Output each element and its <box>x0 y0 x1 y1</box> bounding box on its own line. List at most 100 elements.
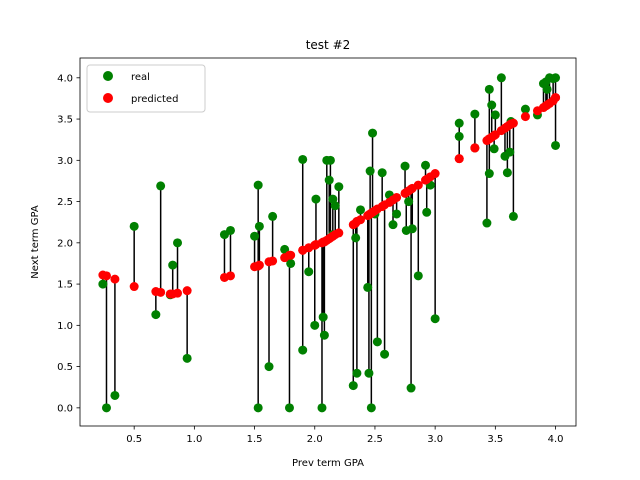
real-point <box>351 233 361 243</box>
y-tick-label: 3.0 <box>57 156 73 167</box>
real-point <box>156 181 166 191</box>
residual-lines <box>102 77 557 408</box>
real-point <box>250 231 260 241</box>
real-point <box>372 337 382 347</box>
predicted-point <box>392 192 402 202</box>
predicted-point <box>454 154 464 164</box>
real-point <box>311 194 321 204</box>
real-point <box>356 205 366 215</box>
real-point <box>413 271 423 281</box>
series-predicted-points <box>98 93 561 299</box>
predicted-point <box>225 271 235 281</box>
real-point <box>284 403 294 413</box>
real-point <box>352 368 362 378</box>
real-point <box>225 225 235 235</box>
x-axis-ticks: 0.5 1.0 1.5 2.0 2.5 3.0 3.5 4.0 <box>126 426 563 445</box>
real-point <box>377 168 387 178</box>
real-point <box>98 279 108 289</box>
real-point <box>253 180 263 190</box>
real-point <box>400 161 410 171</box>
real-point <box>168 260 178 270</box>
real-point <box>520 104 530 114</box>
real-point <box>542 84 552 94</box>
x-tick-label: 2.0 <box>307 434 323 445</box>
real-point <box>484 169 494 179</box>
x-tick-label: 1.5 <box>247 434 263 445</box>
real-point <box>406 383 416 393</box>
predicted-point <box>334 228 344 238</box>
real-point <box>298 345 308 355</box>
real-point <box>253 403 263 413</box>
real-point <box>505 147 515 157</box>
y-axis-ticks: 0.0 0.5 1.0 1.5 2.0 2.5 3.0 3.5 4.0 <box>57 73 80 414</box>
predicted-point <box>520 112 530 122</box>
x-tick-label: 3.5 <box>487 434 503 445</box>
x-tick-label: 2.5 <box>367 434 383 445</box>
real-point <box>304 267 314 277</box>
real-point <box>421 160 431 170</box>
x-tick-label: 1.0 <box>186 434 202 445</box>
real-point <box>363 282 373 292</box>
y-tick-label: 3.5 <box>57 115 73 126</box>
predicted-point <box>286 250 296 260</box>
plot-frame <box>79 57 577 427</box>
real-point <box>430 314 440 324</box>
legend-box <box>86 64 206 113</box>
real-point <box>330 201 340 211</box>
real-point <box>348 381 358 391</box>
y-tick-label: 0.0 <box>57 403 73 414</box>
y-tick-label: 4.0 <box>57 73 73 84</box>
real-point <box>487 100 497 110</box>
real-point <box>407 224 417 234</box>
y-tick-label: 2.5 <box>57 197 73 208</box>
predicted-point <box>129 282 139 292</box>
y-tick-label: 2.0 <box>57 238 73 249</box>
predicted-point <box>173 288 183 298</box>
y-axis-label: Next term GPA <box>30 205 41 279</box>
predicted-point <box>156 287 166 297</box>
chart-title: test #2 <box>306 38 351 52</box>
real-point <box>151 310 161 320</box>
y-tick-label: 1.5 <box>57 280 73 291</box>
real-point <box>334 182 344 192</box>
real-point <box>268 211 278 221</box>
real-point <box>422 207 432 217</box>
predicted-point <box>268 256 278 266</box>
predicted-point <box>413 180 423 190</box>
x-tick-label: 4.0 <box>548 434 564 445</box>
predicted-point <box>470 143 480 153</box>
x-tick-label: 0.5 <box>126 434 142 445</box>
real-point <box>317 403 327 413</box>
real-point <box>380 349 390 359</box>
legend-label-predicted: predicted <box>131 94 178 105</box>
real-point <box>454 131 464 141</box>
predicted-point <box>110 274 120 284</box>
real-point <box>368 128 378 138</box>
real-point <box>496 73 506 83</box>
real-point <box>388 220 398 230</box>
x-tick-label: 3.0 <box>427 434 443 445</box>
real-point <box>325 155 335 165</box>
real-point <box>324 175 334 185</box>
legend: real predicted <box>86 64 206 113</box>
real-point <box>110 390 120 400</box>
real-point <box>392 209 402 219</box>
real-point <box>365 166 375 176</box>
real-point <box>366 403 376 413</box>
real-point <box>319 330 329 340</box>
legend-marker-real <box>103 71 113 81</box>
predicted-point <box>182 286 192 296</box>
real-point <box>502 168 512 178</box>
real-point <box>129 221 139 231</box>
real-point <box>454 118 464 128</box>
x-axis-label: Prev term GPA <box>292 458 364 469</box>
real-point <box>173 238 183 248</box>
predicted-point <box>551 93 561 103</box>
real-point <box>490 110 500 120</box>
legend-label-real: real <box>131 72 150 83</box>
predicted-point <box>101 271 111 281</box>
real-point <box>264 362 274 372</box>
real-point <box>551 140 561 150</box>
real-point <box>254 221 264 231</box>
